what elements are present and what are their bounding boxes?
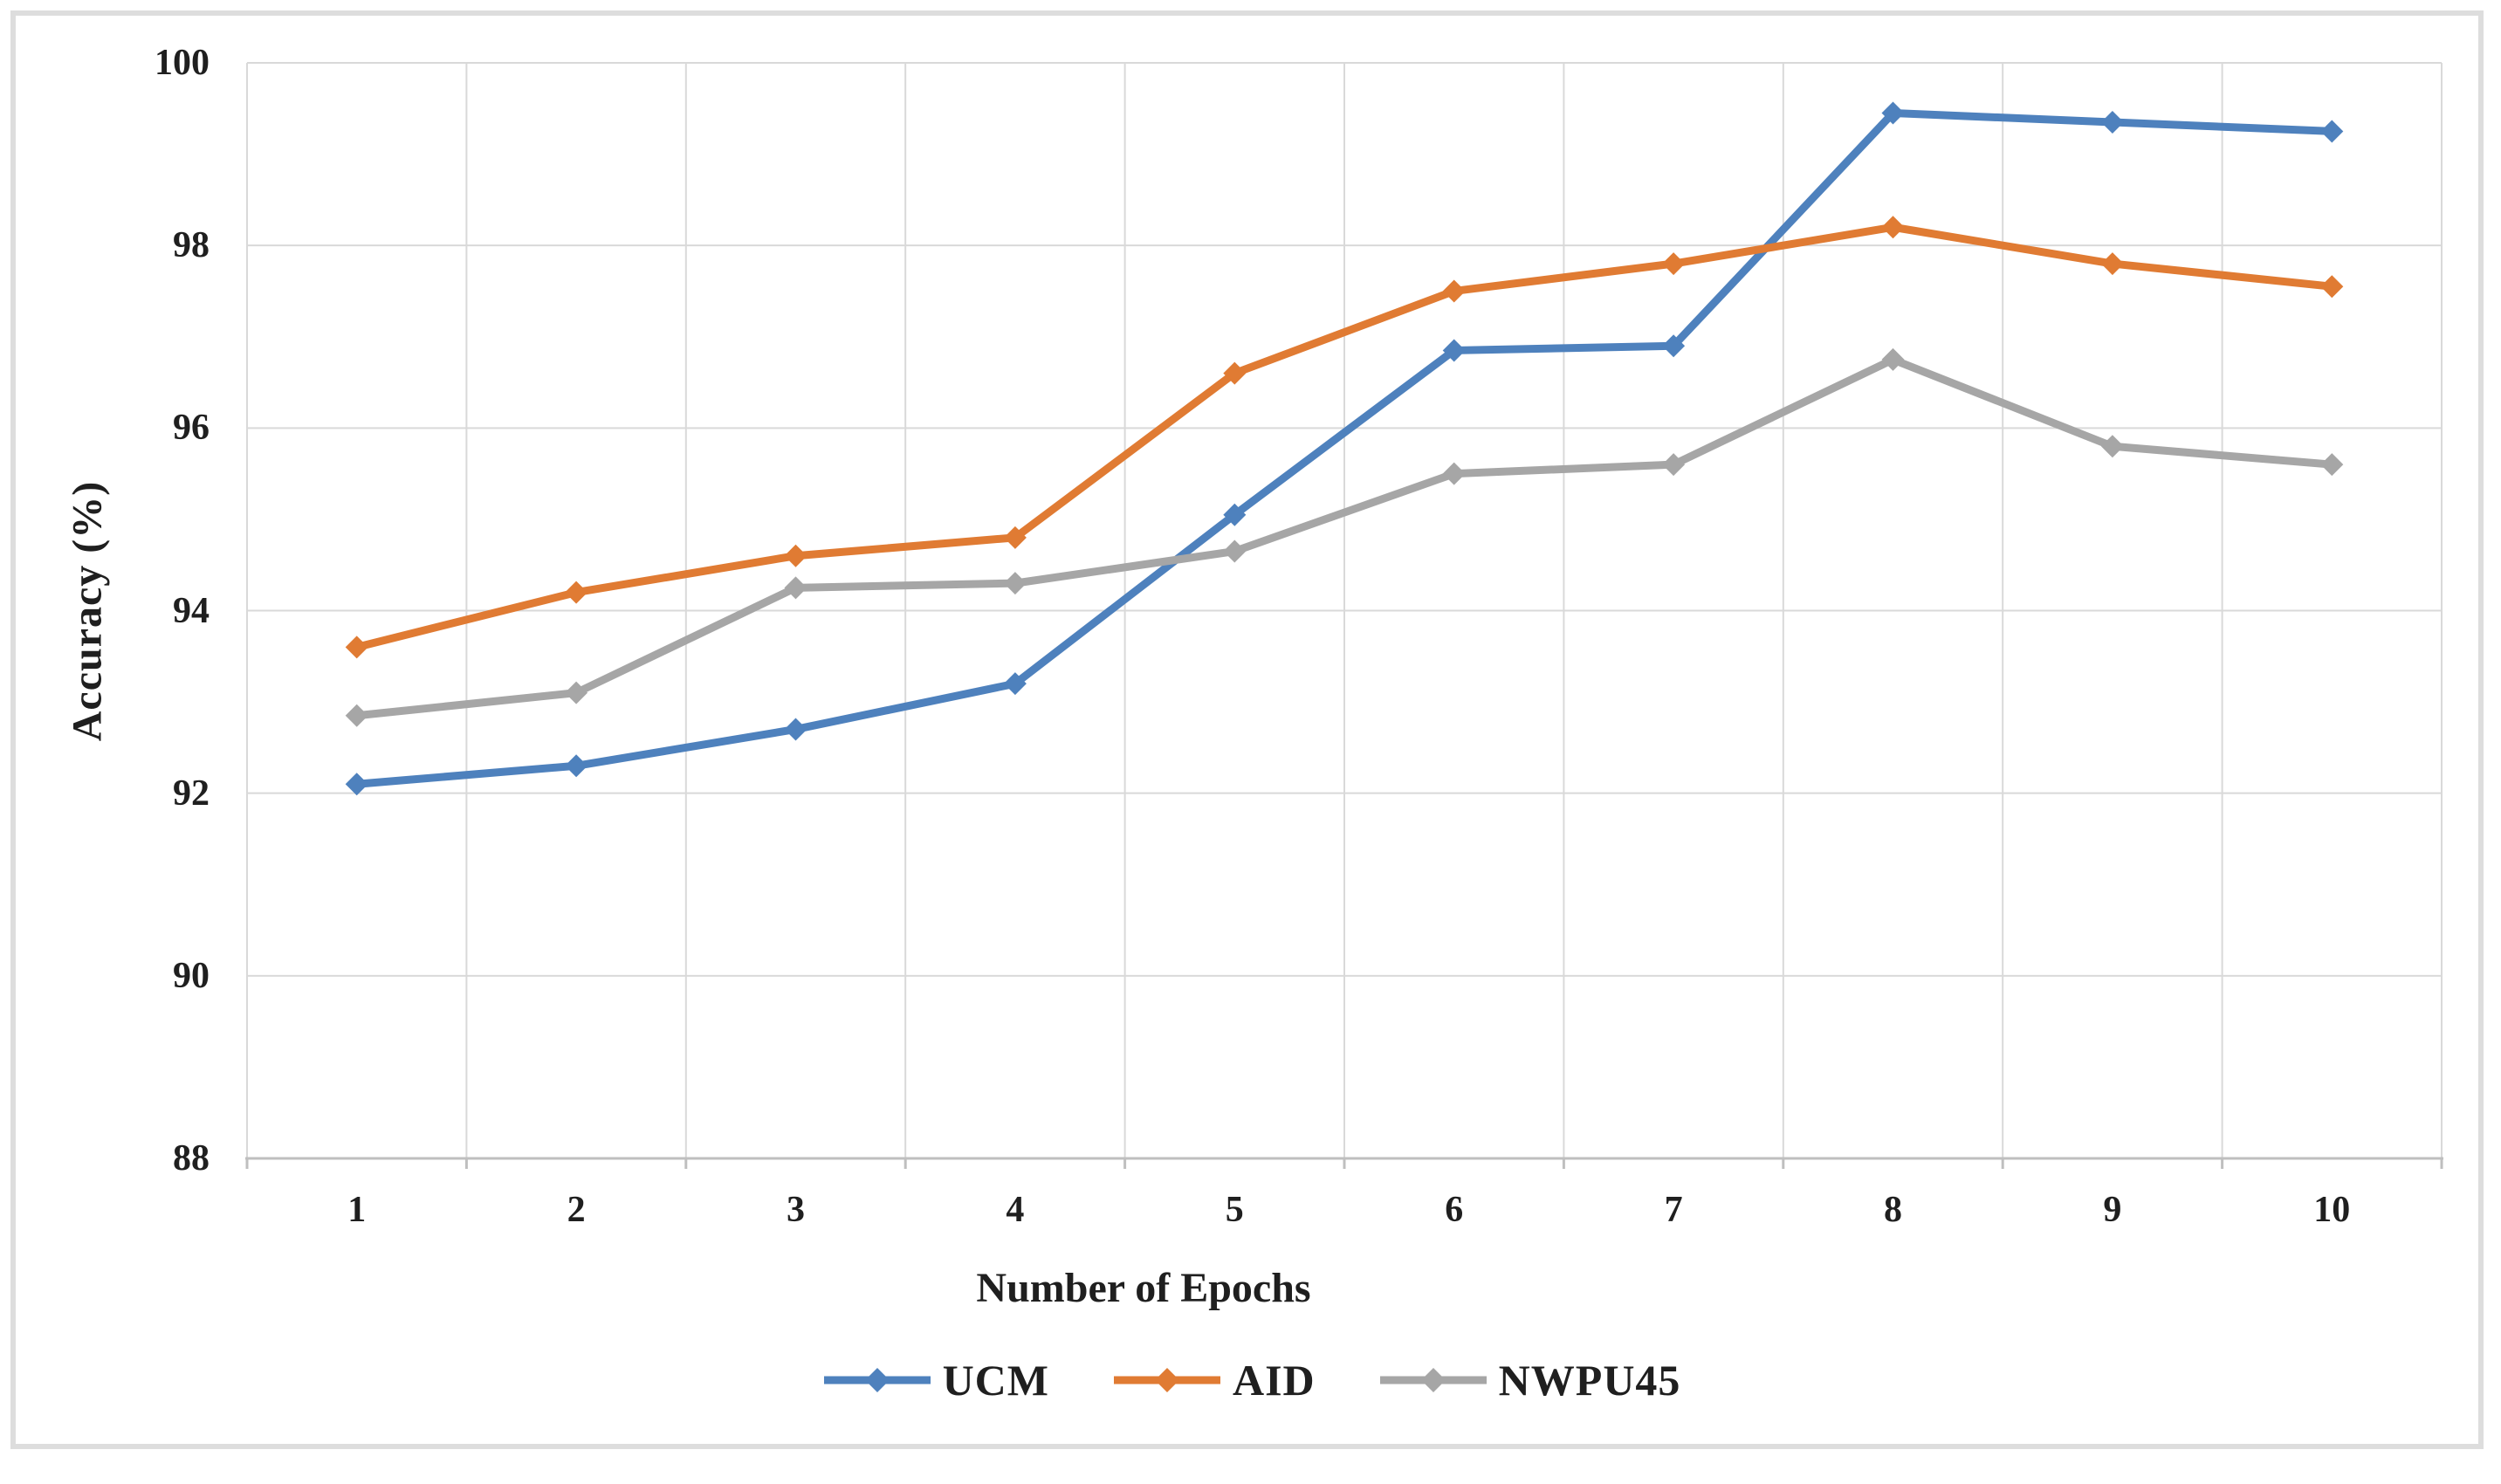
y-tick-label-100: 100 [155, 43, 210, 83]
legend-item-nwpu45: NWPU45 [1377, 1355, 1681, 1405]
series-line-nwpu45 [353, 355, 2336, 720]
data-point-nwpu45-epoch-4 [1003, 572, 1027, 595]
y-tick-label-92: 92 [173, 773, 210, 814]
x-tick-label-9: 9 [2103, 1190, 2122, 1230]
data-point-ucm-epoch-6 [1442, 339, 1466, 362]
x-tick-label-3: 3 [787, 1190, 805, 1230]
data-point-ucm-epoch-1 [345, 773, 368, 796]
x-tick-label-1: 1 [347, 1190, 367, 1230]
data-point-aid-epoch-3 [784, 544, 807, 567]
data-point-aid-epoch-1 [345, 636, 368, 659]
data-point-aid-epoch-5 [1223, 361, 1247, 385]
data-point-ucm-epoch-9 [2100, 110, 2124, 134]
data-point-ucm-epoch-4 [1003, 672, 1027, 696]
legend-marker-nwpu45-icon [1379, 1368, 1487, 1392]
y-tick-label-94: 94 [173, 590, 210, 631]
data-point-aid-epoch-6 [1442, 279, 1466, 303]
y-tick-label-88: 88 [173, 1138, 210, 1178]
x-tick-label-4: 4 [1006, 1190, 1025, 1230]
data-point-nwpu45-epoch-1 [345, 704, 368, 727]
y-tick-label-90: 90 [173, 955, 210, 996]
data-point-ucm-epoch-5 [1223, 503, 1247, 526]
y-tick-label-96: 96 [173, 408, 210, 449]
x-tick-label-10: 10 [2313, 1190, 2351, 1230]
legend-label-ucm: UCM [942, 1356, 1049, 1405]
x-tick-label-6: 6 [1445, 1190, 1464, 1230]
data-point-nwpu45-epoch-2 [565, 681, 588, 704]
data-point-nwpu45-epoch-10 [2320, 453, 2344, 477]
chart-legend: UCM AID NWPU45 [0, 1355, 2501, 1405]
data-point-nwpu45-epoch-9 [2100, 435, 2124, 458]
legend-label-nwpu45: NWPU45 [1498, 1356, 1681, 1405]
data-point-aid-epoch-9 [2100, 252, 2124, 276]
data-point-aid-epoch-4 [1003, 526, 1027, 549]
data-point-nwpu45-epoch-3 [784, 576, 807, 600]
x-tick-label-7: 7 [1664, 1190, 1683, 1230]
x-tick-label-8: 8 [1884, 1190, 1902, 1230]
data-point-nwpu45-epoch-6 [1442, 462, 1466, 485]
y-tick-label-98: 98 [173, 225, 210, 266]
data-point-ucm-epoch-3 [784, 718, 807, 741]
data-point-ucm-epoch-10 [2320, 120, 2344, 143]
series-line-aid [353, 223, 2336, 651]
data-point-aid-epoch-8 [1881, 216, 1905, 239]
x-tick-label-2: 2 [567, 1190, 586, 1230]
legend-item-aid: AID [1110, 1355, 1316, 1405]
data-point-ucm-epoch-2 [565, 754, 588, 778]
data-point-nwpu45-epoch-7 [1662, 453, 1686, 477]
legend-item-ucm: UCM [821, 1355, 1049, 1405]
series-line-ucm [353, 109, 2336, 788]
data-point-aid-epoch-2 [565, 581, 588, 604]
data-point-aid-epoch-7 [1662, 252, 1686, 276]
x-tick-label-5: 5 [1225, 1190, 1244, 1230]
data-point-ucm-epoch-8 [1881, 101, 1905, 125]
data-point-nwpu45-epoch-5 [1223, 539, 1247, 563]
data-point-ucm-epoch-7 [1662, 334, 1686, 358]
legend-label-aid: AID [1232, 1356, 1316, 1405]
legend-marker-ucm-icon [823, 1368, 931, 1392]
legend-marker-aid-icon [1113, 1368, 1220, 1392]
data-point-nwpu45-epoch-8 [1881, 347, 1905, 371]
data-point-aid-epoch-10 [2320, 275, 2344, 299]
x-axis-title: Number of Epochs [976, 1265, 1311, 1311]
